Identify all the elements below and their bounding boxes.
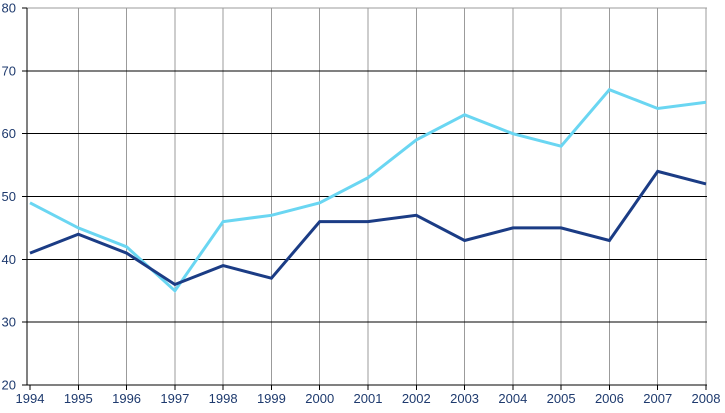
series-line-upper-light-blue-line xyxy=(29,87,707,294)
y-axis-label: 40 xyxy=(2,252,16,267)
x-axis-label: 2007 xyxy=(643,391,672,406)
y-axis-label: 60 xyxy=(2,126,16,141)
x-axis-label: 2004 xyxy=(498,391,527,406)
x-axis-label: 2000 xyxy=(305,391,334,406)
x-axis-label: 2006 xyxy=(595,391,624,406)
x-axis-label: 1997 xyxy=(160,391,189,406)
y-axis-label: 80 xyxy=(2,1,16,16)
series-line-lower-dark-blue-line xyxy=(29,169,707,287)
x-axis-label: 2002 xyxy=(402,391,431,406)
y-axis-label: 20 xyxy=(2,378,16,393)
x-axis-label: 1995 xyxy=(64,391,93,406)
y-axis-label: 30 xyxy=(2,315,16,330)
x-axis-label: 2001 xyxy=(354,391,383,406)
x-axis-label: 1999 xyxy=(257,391,286,406)
y-axis-label: 70 xyxy=(2,63,16,78)
x-axis-label: 2005 xyxy=(547,391,576,406)
y-axis-label: 50 xyxy=(2,189,16,204)
x-axis-label: 2003 xyxy=(450,391,479,406)
x-axis-label: 1994 xyxy=(16,391,45,406)
x-axis-label: 2008 xyxy=(692,391,721,406)
x-axis-label: 1998 xyxy=(209,391,238,406)
x-axis-label: 1996 xyxy=(112,391,141,406)
